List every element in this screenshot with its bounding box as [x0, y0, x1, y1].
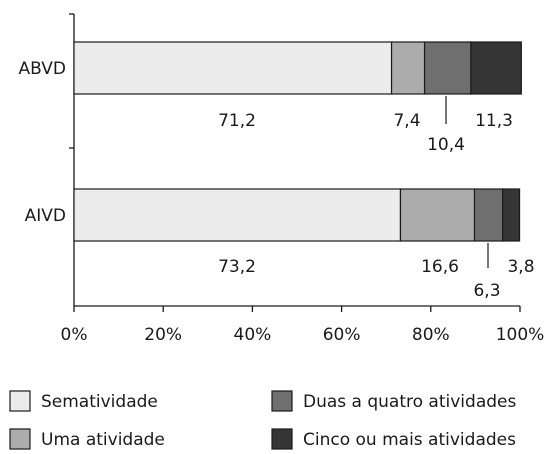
bar-segment-aivd-2 [473, 188, 504, 242]
legend-label: Duas a quatro atividades [303, 392, 516, 412]
x-tick-label: 100% [496, 325, 545, 345]
data-label: 6,3 [473, 281, 500, 301]
data-label: 16,6 [421, 257, 459, 277]
bar-segment-aivd-0 [73, 188, 402, 242]
x-tick-label: 0% [61, 325, 88, 345]
legend-label: Uma atividade [41, 430, 165, 450]
data-label: 11,3 [475, 111, 513, 131]
legend-label: Sematividade [41, 392, 158, 412]
data-label: 71,2 [218, 111, 256, 131]
data-label: 10,4 [427, 135, 465, 155]
legend-swatch-2 [271, 390, 293, 412]
category-label: ABVD [19, 59, 67, 79]
legend-swatch-1 [9, 428, 31, 450]
legend-swatch-0 [9, 390, 31, 412]
data-label: 3,8 [507, 257, 534, 277]
bar-segment-abvd-1 [390, 41, 426, 95]
x-tick-label: 40% [234, 325, 272, 345]
bar-segment-abvd-0 [73, 41, 393, 95]
data-label: 7,4 [393, 111, 420, 131]
bar-segment-abvd-2 [423, 41, 472, 95]
x-tick-label: 60% [323, 325, 361, 345]
x-tick-label: 80% [412, 325, 450, 345]
bar-segment-abvd-3 [470, 41, 522, 95]
category-label: AIVD [25, 206, 66, 226]
bar-segment-aivd-3 [502, 188, 521, 242]
x-tick-label: 20% [144, 325, 182, 345]
legend-swatch-3 [271, 428, 293, 450]
bar-segment-aivd-1 [399, 188, 476, 242]
data-label: 73,2 [218, 257, 256, 277]
legend-label: Cinco ou mais atividades [303, 430, 516, 450]
